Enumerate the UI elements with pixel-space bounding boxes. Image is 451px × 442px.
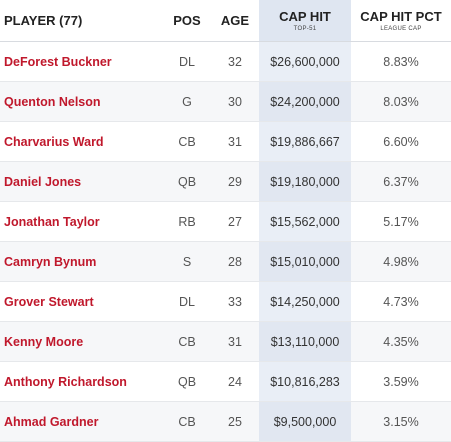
cell: 3.59%: [351, 361, 451, 402]
column-header[interactable]: PLAYER (77): [0, 0, 163, 42]
header-label: CAP HIT: [279, 9, 331, 24]
player-name[interactable]: Anthony Richardson: [0, 361, 163, 402]
cell: CB: [163, 321, 211, 362]
cell: 24: [211, 361, 259, 402]
header-sublabel: LEAGUE CAP: [380, 26, 422, 32]
cell: $15,562,000: [259, 201, 351, 242]
player-row: Camryn Bynum S 28 $15,010,000 4.98%: [0, 241, 451, 282]
player-row: Anthony Richardson QB 24 $10,816,283 3.59%: [0, 361, 451, 402]
cell: 33: [211, 281, 259, 322]
player-name[interactable]: Jonathan Taylor: [0, 201, 163, 242]
cell: QB: [163, 361, 211, 402]
cell: 31: [211, 321, 259, 362]
cell: 32: [211, 41, 259, 82]
player-name[interactable]: Daniel Jones: [0, 161, 163, 202]
cell: 4.35%: [351, 321, 451, 362]
cell: $19,886,667: [259, 121, 351, 162]
cell: $15,010,000: [259, 241, 351, 282]
column-header[interactable]: CAP HIT PCT LEAGUE CAP: [351, 0, 451, 42]
player-row: Ahmad Gardner CB 25 $9,500,000 3.15%: [0, 401, 451, 442]
cell: 8.03%: [351, 81, 451, 122]
cell: $24,200,000: [259, 81, 351, 122]
header-label: PLAYER (77): [4, 13, 83, 28]
cell: G: [163, 81, 211, 122]
cell: 6.60%: [351, 121, 451, 162]
cell: DL: [163, 281, 211, 322]
cell: 29: [211, 161, 259, 202]
player-row: Charvarius Ward CB 31 $19,886,667 6.60%: [0, 121, 451, 162]
player-name[interactable]: Quenton Nelson: [0, 81, 163, 122]
player-row: Daniel Jones QB 29 $19,180,000 6.37%: [0, 161, 451, 202]
player-name[interactable]: Charvarius Ward: [0, 121, 163, 162]
cell: 25: [211, 401, 259, 442]
cell: 4.73%: [351, 281, 451, 322]
player-row: Grover Stewart DL 33 $14,250,000 4.73%: [0, 281, 451, 322]
cell: RB: [163, 201, 211, 242]
cell: 30: [211, 81, 259, 122]
cell: QB: [163, 161, 211, 202]
cell: S: [163, 241, 211, 282]
header-sublabel: TOP-51: [293, 26, 317, 32]
cell: 8.83%: [351, 41, 451, 82]
cell: CB: [163, 401, 211, 442]
player-name[interactable]: Grover Stewart: [0, 281, 163, 322]
player-name[interactable]: Kenny Moore: [0, 321, 163, 362]
column-header[interactable]: AGE: [211, 0, 259, 42]
header-label: CAP HIT PCT: [360, 9, 442, 24]
player-row: Jonathan Taylor RB 27 $15,562,000 5.17%: [0, 201, 451, 242]
cell: CB: [163, 121, 211, 162]
cell: $19,180,000: [259, 161, 351, 202]
cell: 6.37%: [351, 161, 451, 202]
cell: 27: [211, 201, 259, 242]
column-header[interactable]: POS: [163, 0, 211, 42]
header-label: POS: [173, 13, 201, 28]
cell: 5.17%: [351, 201, 451, 242]
cell: $13,110,000: [259, 321, 351, 362]
column-header[interactable]: CAP HIT TOP-51: [259, 0, 351, 42]
player-row: Kenny Moore CB 31 $13,110,000 4.35%: [0, 321, 451, 362]
cell: $9,500,000: [259, 401, 351, 442]
cell: $14,250,000: [259, 281, 351, 322]
cell: $10,816,283: [259, 361, 351, 402]
cell: 31: [211, 121, 259, 162]
header-row: PLAYER (77) POS AGE CAP HIT TOP-51 CAP HIT PC…: [0, 0, 451, 42]
player-name[interactable]: Ahmad Gardner: [0, 401, 163, 442]
player-name[interactable]: DeForest Buckner: [0, 41, 163, 82]
cell: 28: [211, 241, 259, 282]
player-row: Quenton Nelson G 30 $24,200,000 8.03%: [0, 81, 451, 122]
cell: $26,600,000: [259, 41, 351, 82]
player-name[interactable]: Camryn Bynum: [0, 241, 163, 282]
cell: DL: [163, 41, 211, 82]
cell: 3.15%: [351, 401, 451, 442]
player-row: DeForest Buckner DL 32 $26,600,000 8.83%: [0, 41, 451, 82]
cell: 4.98%: [351, 241, 451, 282]
header-label: AGE: [220, 13, 250, 28]
